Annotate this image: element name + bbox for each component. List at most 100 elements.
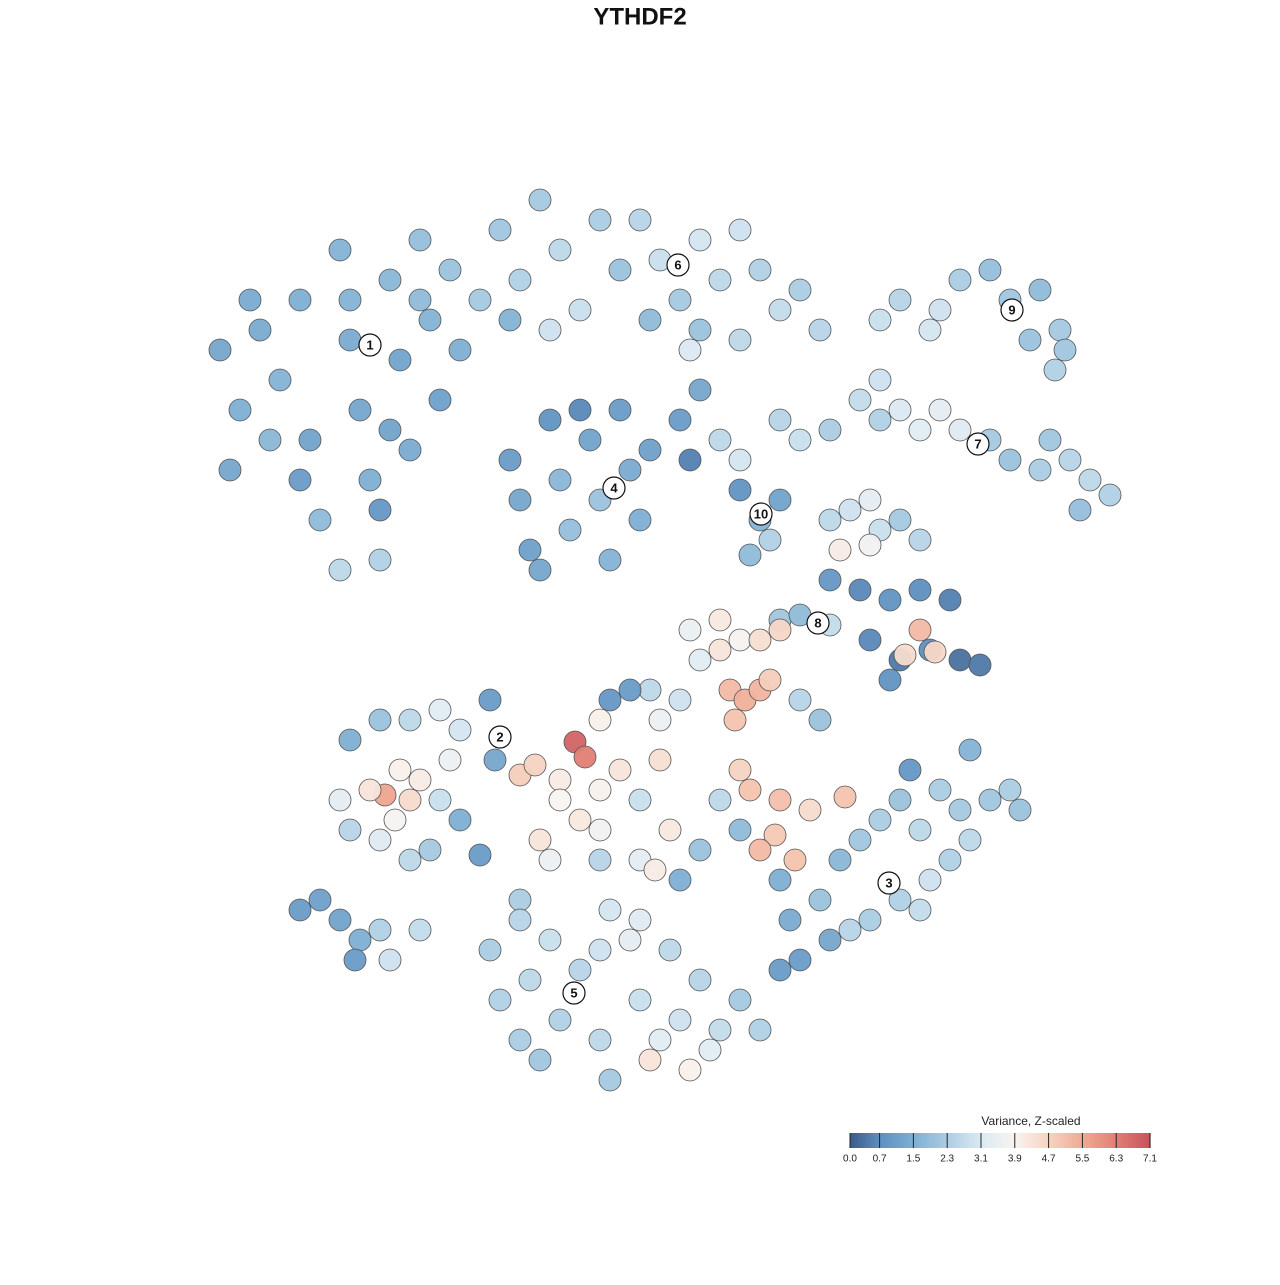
point (888, 888, 912, 912)
point (518, 968, 542, 992)
colorbar-segment (1050, 1133, 1053, 1148)
cluster-label-badge (562, 981, 586, 1005)
colorbar-segment (1116, 1133, 1119, 1148)
point (748, 838, 772, 862)
point (908, 528, 932, 552)
point (408, 228, 432, 252)
colorbar-segment (1098, 1133, 1101, 1148)
point (398, 848, 422, 872)
point (368, 548, 392, 572)
point (548, 468, 572, 492)
colorbar-segment (1068, 1133, 1071, 1148)
point (748, 628, 772, 652)
point (508, 888, 532, 912)
chart-title: YTHDF2 (593, 3, 686, 30)
point (368, 708, 392, 732)
colorbar-segment (1026, 1133, 1029, 1148)
cluster-label: 7 (974, 436, 981, 451)
cluster-label: 4 (610, 480, 618, 495)
point (298, 428, 322, 452)
point (998, 778, 1022, 802)
colorbar-segment (976, 1133, 979, 1148)
colorbar-segment (908, 1133, 911, 1148)
point (588, 778, 612, 802)
colorbar-segment (962, 1133, 965, 1148)
point (338, 288, 362, 312)
point (668, 288, 692, 312)
point (778, 908, 802, 932)
point (288, 468, 312, 492)
cluster-label-badge (749, 502, 773, 526)
point (508, 908, 532, 932)
point (398, 438, 422, 462)
colorbar-segment (890, 1133, 893, 1148)
point (728, 218, 752, 242)
cluster-label: 2 (496, 729, 503, 744)
colorbar-segment (1146, 1133, 1149, 1148)
colorbar-segment (1136, 1133, 1139, 1148)
colorbar-segment (882, 1133, 885, 1148)
point (218, 458, 242, 482)
cluster-label-badge (666, 253, 690, 277)
point (568, 298, 592, 322)
point (378, 268, 402, 292)
colorbar-segment (974, 1133, 977, 1148)
colorbar-segment (1076, 1133, 1079, 1148)
point (958, 738, 982, 762)
point (688, 648, 712, 672)
colorbar-segment (1008, 1133, 1011, 1148)
colorbar-segment (948, 1133, 951, 1148)
colorbar-segment (1014, 1133, 1017, 1148)
colorbar-segment (922, 1133, 925, 1148)
point (688, 378, 712, 402)
point (658, 938, 682, 962)
point (288, 898, 312, 922)
colorbar-segment (994, 1133, 997, 1148)
point (868, 368, 892, 392)
point (848, 388, 872, 412)
colorbar-segment (902, 1133, 905, 1148)
point (368, 828, 392, 852)
point (858, 488, 882, 512)
colorbar-segment (934, 1133, 937, 1148)
point (418, 308, 442, 332)
colorbar-segment (1128, 1133, 1131, 1148)
point (948, 798, 972, 822)
point (608, 398, 632, 422)
colorbar-segment (1102, 1133, 1105, 1148)
point (878, 588, 902, 612)
colorbar-segment (944, 1133, 947, 1148)
colorbar-tick-label: 4.7 (1042, 1154, 1056, 1165)
point (518, 538, 542, 562)
colorbar-segment (1082, 1133, 1085, 1148)
point (758, 528, 782, 552)
point (678, 448, 702, 472)
point (468, 288, 492, 312)
point (858, 628, 882, 652)
point (908, 618, 932, 642)
point (668, 1008, 692, 1032)
colorbar-title: Variance, Z-scaled (981, 1114, 1080, 1128)
colorbar-segment (1080, 1133, 1083, 1148)
point (538, 928, 562, 952)
point (768, 868, 792, 892)
colorbar-tick-label: 6.3 (1109, 1154, 1123, 1165)
point (768, 298, 792, 322)
colorbar-segment (1090, 1133, 1093, 1148)
point (1028, 458, 1052, 482)
point (628, 908, 652, 932)
point (428, 698, 452, 722)
colorbar-segment (1088, 1133, 1091, 1148)
point (728, 628, 752, 652)
point (1028, 278, 1052, 302)
point (643, 858, 667, 882)
point (288, 288, 312, 312)
colorbar-segment (870, 1133, 873, 1148)
point (1058, 448, 1082, 472)
colorbar-segment (1126, 1133, 1129, 1148)
point (708, 1018, 732, 1042)
colorbar-segment (956, 1133, 959, 1148)
point (478, 938, 502, 962)
colorbar-segment (1004, 1133, 1007, 1148)
